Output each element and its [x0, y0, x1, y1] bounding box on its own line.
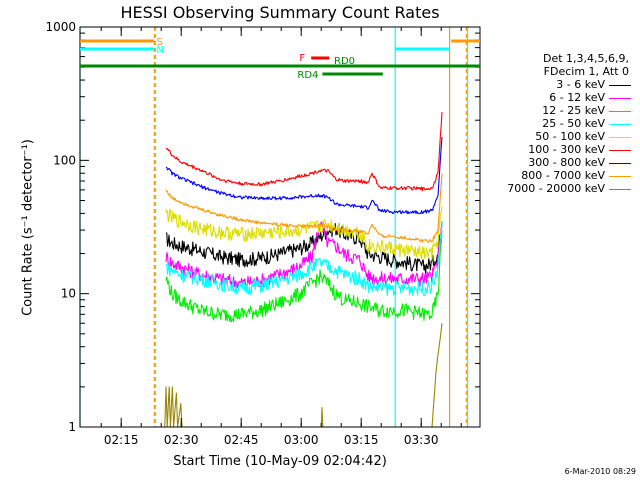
legend-entry: 25 - 50 keV [470, 117, 635, 130]
legend-swatch [609, 124, 631, 125]
series-line-3 [165, 221, 443, 297]
legend-entry: 3 - 6 keV [470, 78, 635, 91]
x-tick-label-4: 03:15 [344, 433, 379, 447]
legend-swatch [609, 150, 631, 151]
legend: Det 1,3,4,5,6,9, FDecim 1, Att 0 3 - 6 k… [470, 52, 635, 195]
legend-swatch [609, 137, 631, 138]
legend-label: 100 - 300 keV [528, 143, 605, 156]
plot-frame [79, 26, 481, 428]
state-bar-label-rd0: RD0 [334, 56, 355, 67]
legend-entry: 6 - 12 keV [470, 91, 635, 104]
state-bar-label-s: S [156, 37, 162, 48]
legend-swatch [609, 189, 631, 190]
legend-header-line-1: Det 1,3,4,5,6,9, [542, 52, 629, 65]
y-tick-label-2: 100 [53, 153, 76, 167]
y-tick-label-3: 1000 [45, 20, 76, 34]
legend-label: 25 - 50 keV [542, 117, 605, 130]
series-line-5 [165, 112, 443, 192]
legend-entry: 7000 - 20000 keV [470, 182, 635, 195]
legend-label: 300 - 800 keV [528, 156, 605, 169]
series-line-8 [164, 323, 443, 428]
series-line-2 [165, 230, 443, 323]
chart-marks [79, 27, 469, 428]
legend-swatch [609, 163, 631, 164]
y-tick-label-0: 1 [68, 420, 76, 434]
state-bar-label-f: F [299, 53, 305, 64]
y-tick-label-1: 10 [61, 287, 76, 301]
x-tick-label-3: 03:00 [284, 433, 319, 447]
x-axis-label: Start Time (10-May-09 02:04:42) [173, 454, 387, 469]
legend-swatch [609, 98, 631, 99]
state-bars: SN F RD0 RD4 [80, 37, 480, 81]
state-bar-label-n: N [156, 45, 163, 56]
legend-entry: 100 - 300 keV [470, 143, 635, 156]
legend-entry: 300 - 800 keV [470, 156, 635, 169]
legend-entry: 50 - 100 keV [470, 130, 635, 143]
legend-header-line-2: FDecim 1, Att 0 [543, 65, 629, 78]
series-line-4 [165, 206, 443, 261]
x-tick-label-2: 02:45 [224, 433, 259, 447]
legend-label: 800 - 7000 keV [521, 169, 605, 182]
y-axis-label: Count Rate (s⁻¹ detector⁻¹) [20, 139, 36, 316]
chart-axes: 1 10 100 1000 02:15 02:30 02:45 03:00 03:15 03:30 [45, 20, 480, 447]
legend-label: 7000 - 20000 keV [507, 182, 605, 195]
state-bar-label-rd4: RD4 [297, 70, 318, 81]
legend-label: 3 - 6 keV [556, 78, 605, 91]
legend-label: 12 - 25 keV [542, 104, 605, 117]
chart-title: HESSI Observing Summary Count Rates [120, 3, 440, 22]
x-tick-label-5: 03:30 [404, 433, 439, 447]
legend-entry: 800 - 7000 keV [470, 169, 635, 182]
legend-label: 50 - 100 keV [535, 130, 605, 143]
series-line-7 [165, 173, 443, 243]
x-tick-label-1: 02:30 [164, 433, 199, 447]
series-line-0 [165, 221, 443, 274]
x-tick-label-0: 02:15 [104, 433, 139, 447]
series-line-6 [165, 136, 443, 215]
legend-swatch [609, 85, 631, 86]
legend-entry: 12 - 25 keV [470, 104, 635, 117]
legend-swatch [609, 176, 631, 177]
legend-label: 6 - 12 keV [549, 91, 605, 104]
footer-date: 6-Mar-2010 08:29 [564, 467, 636, 476]
legend-swatch [609, 111, 631, 112]
